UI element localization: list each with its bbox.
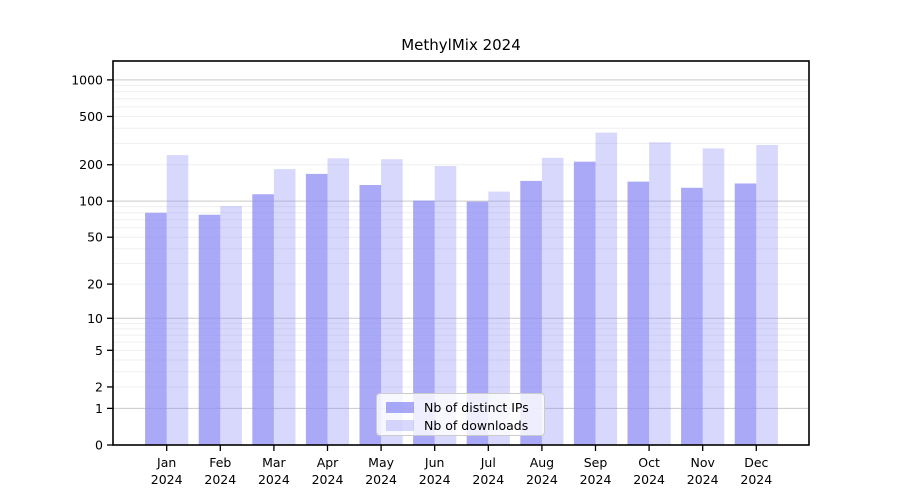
bar-nb-of-distinct-ips-nov-2024 [681,187,703,445]
y-tick-label-20: 20 [87,277,103,292]
y-tick-label-200: 200 [79,157,103,172]
x-tick-label-month-jun-2024: Jun [424,455,445,470]
x-tick-label-year-dec-2024: 2024 [740,472,772,487]
bar-nb-of-downloads-sep-2024 [595,132,618,445]
x-tick-label-year-jun-2024: 2024 [419,472,451,487]
x-tick-label-year-apr-2024: 2024 [312,472,344,487]
x-tick-label-year-jan-2024: 2024 [151,472,183,487]
bar-nb-of-distinct-ips-mar-2024 [252,194,274,445]
bar-nb-of-downloads-jun-2024 [434,166,457,445]
legend-swatch-distinct-ips [386,402,414,413]
y-tick-label-500: 500 [79,109,103,124]
bar-nb-of-downloads-nov-2024 [702,148,725,445]
bar-nb-of-downloads-jul-2024 [488,191,510,445]
x-tick-label-month-sep-2024: Sep [584,455,608,470]
bar-nb-of-distinct-ips-may-2024 [359,184,382,445]
y-tick-label-2: 2 [95,379,103,394]
chart-title: MethylMix 2024 [401,36,521,54]
bar-nb-of-downloads-may-2024 [381,159,403,445]
x-tick-label-month-apr-2024: Apr [317,455,339,470]
bar-nb-of-downloads-apr-2024 [327,158,350,445]
legend-label-downloads: Nb of downloads [424,418,529,433]
bar-nb-of-distinct-ips-jan-2024 [145,212,167,445]
x-tick-label-month-feb-2024: Feb [209,455,231,470]
bar-nb-of-downloads-dec-2024 [756,144,778,445]
x-tick-label-year-mar-2024: 2024 [258,472,290,487]
x-tick-label-month-aug-2024: Aug [530,455,554,470]
x-tick-label-year-feb-2024: 2024 [204,472,236,487]
legend-label-distinct-ips: Nb of distinct IPs [424,400,529,415]
bar-nb-of-distinct-ips-jul-2024 [466,201,489,445]
y-tick-label-10: 10 [87,311,103,326]
x-tick-label-month-mar-2024: Mar [262,455,286,470]
x-tick-label-month-dec-2024: Dec [744,455,768,470]
x-tick-label-month-jul-2024: Jul [480,455,496,470]
x-tick-label-year-aug-2024: 2024 [526,472,558,487]
legend-item-downloads: Nb of downloads [386,417,544,434]
legend: Nb of distinct IPs Nb of downloads [376,393,545,436]
x-tick-label-year-oct-2024: 2024 [633,472,665,487]
y-tick-label-0: 0 [95,438,103,453]
y-tick-label-1: 1 [95,401,103,416]
plot-border [112,60,810,446]
x-tick-label-year-may-2024: 2024 [365,472,397,487]
bar-nb-of-downloads-jan-2024 [166,155,189,445]
bar-nb-of-downloads-feb-2024 [220,206,242,445]
y-tick-label-5: 5 [95,343,103,358]
bar-nb-of-distinct-ips-jun-2024 [413,200,435,445]
bar-nb-of-distinct-ips-sep-2024 [573,161,596,446]
bar-nb-of-distinct-ips-dec-2024 [734,183,757,445]
y-tick-label-50: 50 [87,230,103,245]
bar-nb-of-downloads-oct-2024 [649,142,671,445]
x-tick-label-month-jan-2024: Jan [156,455,176,470]
bar-nb-of-distinct-ips-aug-2024 [520,180,542,445]
bar-nb-of-downloads-mar-2024 [273,169,296,445]
y-tick-label-100: 100 [79,194,103,209]
x-tick-label-year-jul-2024: 2024 [472,472,504,487]
x-tick-label-month-oct-2024: Oct [638,455,660,470]
x-tick-label-month-nov-2024: Nov [690,455,715,470]
legend-item-distinct-ips: Nb of distinct IPs [386,399,544,416]
x-tick-label-month-may-2024: May [368,455,394,470]
bar-nb-of-downloads-aug-2024 [541,157,564,446]
bar-nb-of-distinct-ips-oct-2024 [627,181,650,445]
bar-nb-of-distinct-ips-apr-2024 [305,173,328,445]
y-tick-label-1000: 1000 [71,72,103,87]
legend-swatch-downloads [386,420,414,431]
x-tick-label-year-sep-2024: 2024 [580,472,612,487]
bar-nb-of-distinct-ips-feb-2024 [198,214,221,445]
x-tick-label-year-nov-2024: 2024 [687,472,719,487]
